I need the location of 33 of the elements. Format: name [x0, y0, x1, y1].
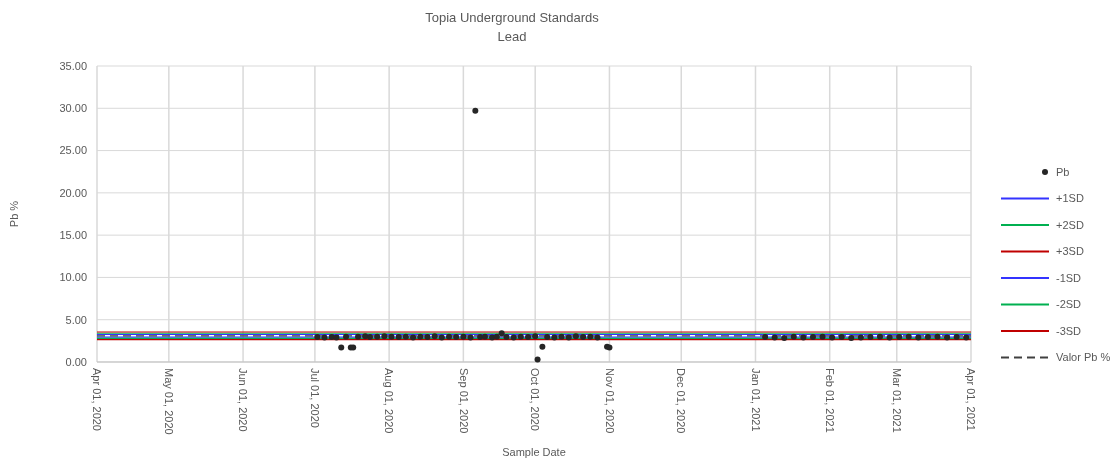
legend-label: Pb — [1056, 165, 1070, 178]
x-tick-label: Nov 01, 2020 — [603, 368, 616, 434]
x-tick-label: Jun 01, 2020 — [237, 368, 250, 432]
legend-label: +1SD — [1056, 192, 1084, 205]
x-tick-label: Apr 01, 2020 — [91, 368, 104, 431]
chart-title: Topia Underground Standards — [425, 10, 600, 25]
x-tick-label: Jul 01, 2020 — [309, 368, 322, 428]
x-tick-label: Sep 01, 2020 — [457, 368, 470, 434]
legend-label: -2SD — [1056, 298, 1082, 311]
legend-label: Valor Pb % — [1056, 351, 1111, 364]
x-tick-label: Aug 01, 2020 — [383, 368, 396, 434]
legend-label: -3SD — [1056, 324, 1082, 337]
y-tick-label: 0.00 — [65, 355, 87, 368]
x-tick-label: Apr 01, 2021 — [965, 368, 978, 431]
y-tick-label: 35.00 — [59, 59, 87, 72]
chart-subtitle: Lead — [497, 29, 527, 44]
y-tick-label: 10.00 — [59, 271, 87, 284]
legend-label: -1SD — [1056, 271, 1082, 284]
x-tick-label: Mar 01, 2021 — [890, 368, 903, 433]
x-tick-label: Feb 01, 2021 — [823, 368, 836, 433]
y-axis-title: Pb % — [8, 200, 20, 228]
x-tick-label: Oct 01, 2020 — [529, 368, 542, 431]
y-tick-label: 25.00 — [59, 144, 87, 157]
y-tick-label: 30.00 — [59, 102, 87, 115]
legend-label: +2SD — [1056, 218, 1084, 231]
x-axis-title: Sample Date — [502, 446, 566, 458]
x-tick-label: Dec 01, 2020 — [675, 368, 688, 434]
x-tick-label: May 01, 2020 — [162, 368, 175, 435]
legend-label: +3SD — [1056, 245, 1084, 258]
y-tick-label: 15.00 — [59, 228, 87, 241]
y-tick-label: 5.00 — [65, 313, 87, 326]
x-tick-label: Jan 01, 2021 — [749, 368, 762, 432]
y-tick-label: 20.00 — [59, 186, 87, 199]
